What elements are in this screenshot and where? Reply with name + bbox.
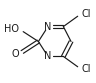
Text: HO: HO [4, 24, 19, 34]
Text: O: O [12, 49, 19, 59]
Text: N: N [44, 22, 52, 32]
Text: Cl: Cl [82, 9, 91, 19]
Text: Cl: Cl [82, 64, 91, 74]
Text: N: N [44, 51, 52, 61]
